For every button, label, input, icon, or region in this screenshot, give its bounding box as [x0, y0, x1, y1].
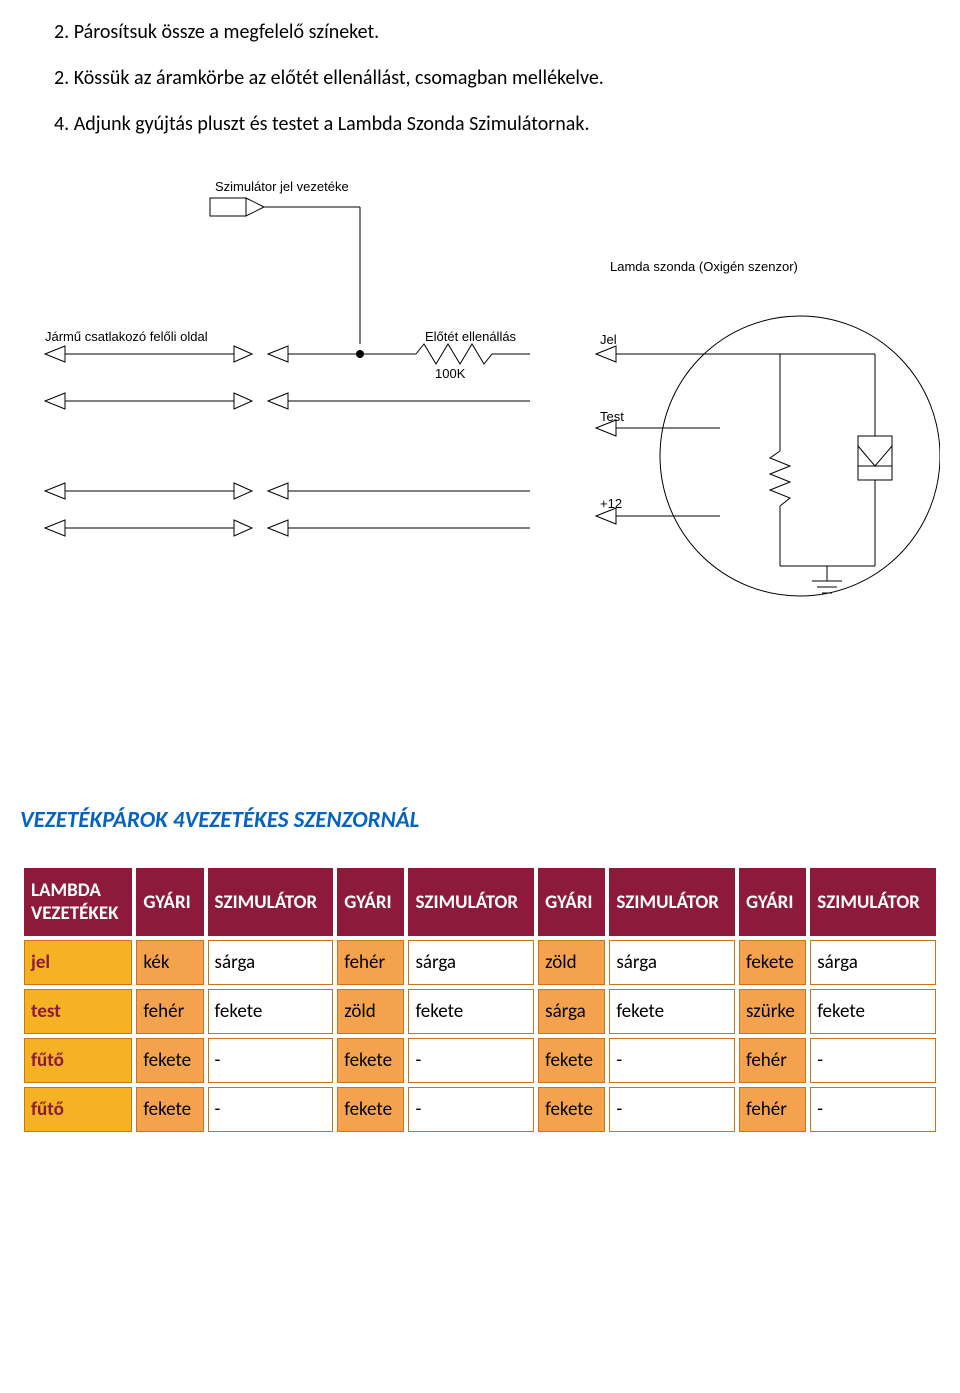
diagram-label-lambda: Lamda szonda (Oxigén szenzor) [610, 259, 798, 274]
cell: fekete [136, 1038, 203, 1083]
wire-pairs-table: LAMBDA VEZETÉKEK GYÁRI SZIMULÁTOR GYÁRI … [20, 864, 940, 1136]
table-row: jel kék sárga fehér sárga zöld sárga fek… [24, 940, 936, 985]
cell: fehér [337, 940, 404, 985]
instruction-line: 4. Adjunk gyújtás pluszt és testet a Lam… [54, 112, 940, 136]
row-label: fűtő [24, 1087, 132, 1132]
cell: zöld [337, 989, 404, 1034]
diagram-label-jel: Jel [600, 332, 617, 347]
diagram-label-sim-wire: Szimulátor jel vezetéke [215, 179, 349, 194]
cell: sárga [609, 940, 735, 985]
cell: fehér [136, 989, 203, 1034]
col-szim: SZIMULÁTOR [609, 868, 735, 936]
diagram-label-resistor-value: 100K [435, 366, 466, 381]
cell: - [609, 1038, 735, 1083]
instructions-block: 2. Párosítsuk össze a megfelelő színeket… [20, 20, 940, 136]
cell: fekete [810, 989, 936, 1034]
cell: - [208, 1087, 334, 1132]
cell: zöld [538, 940, 605, 985]
col-gyari: GYÁRI [739, 868, 806, 936]
cell: fekete [609, 989, 735, 1034]
row-label: jel [24, 940, 132, 985]
cell: fehér [739, 1038, 806, 1083]
wiring-diagram: Szimulátor jel vezetéke Lamda szonda (Ox… [20, 166, 940, 606]
table-row: fűtő fekete - fekete - fekete - fehér - [24, 1087, 936, 1132]
table-row: test fehér fekete zöld fekete sárga feke… [24, 989, 936, 1034]
cell: - [609, 1087, 735, 1132]
diagram-label-plus12: +12 [600, 496, 622, 511]
cell: fekete [538, 1087, 605, 1132]
cell: fekete [208, 989, 334, 1034]
col-szim: SZIMULÁTOR [208, 868, 334, 936]
wiring-diagram-svg: Szimulátor jel vezetéke Lamda szonda (Ox… [20, 166, 940, 606]
row-label: fűtő [24, 1038, 132, 1083]
cell: sárga [408, 940, 534, 985]
cell: szürke [739, 989, 806, 1034]
table-row: fűtő fekete - fekete - fekete - fehér - [24, 1038, 936, 1083]
cell: sárga [538, 989, 605, 1034]
cell: - [208, 1038, 334, 1083]
cell: - [408, 1038, 534, 1083]
cell: sárga [208, 940, 334, 985]
section-title: VEZETÉKPÁROK 4VEZETÉKES SZENZORNÁL [20, 806, 940, 834]
table-header-row: LAMBDA VEZETÉKEK GYÁRI SZIMULÁTOR GYÁRI … [24, 868, 936, 936]
instruction-line: 2. Kössük az áramkörbe az előtét ellenál… [54, 66, 940, 90]
col-lambda: LAMBDA VEZETÉKEK [24, 868, 132, 936]
row-label: test [24, 989, 132, 1034]
cell: fekete [739, 940, 806, 985]
cell: - [408, 1087, 534, 1132]
col-szim: SZIMULÁTOR [810, 868, 936, 936]
cell: sárga [810, 940, 936, 985]
cell: fekete [136, 1087, 203, 1132]
cell: fekete [337, 1038, 404, 1083]
cell: fekete [337, 1087, 404, 1132]
diagram-label-resistor: Előtét ellenállás [425, 329, 517, 344]
cell: kék [136, 940, 203, 985]
col-gyari: GYÁRI [337, 868, 404, 936]
cell: fekete [408, 989, 534, 1034]
cell: fekete [538, 1038, 605, 1083]
cell: - [810, 1038, 936, 1083]
instruction-line: 2. Párosítsuk össze a megfelelő színeket… [54, 20, 940, 44]
col-gyari: GYÁRI [136, 868, 203, 936]
cell: - [810, 1087, 936, 1132]
col-szim: SZIMULÁTOR [408, 868, 534, 936]
cell: fehér [739, 1087, 806, 1132]
col-gyari: GYÁRI [538, 868, 605, 936]
diagram-label-vehicle-side: Jármű csatlakozó felőli oldal [45, 329, 208, 344]
